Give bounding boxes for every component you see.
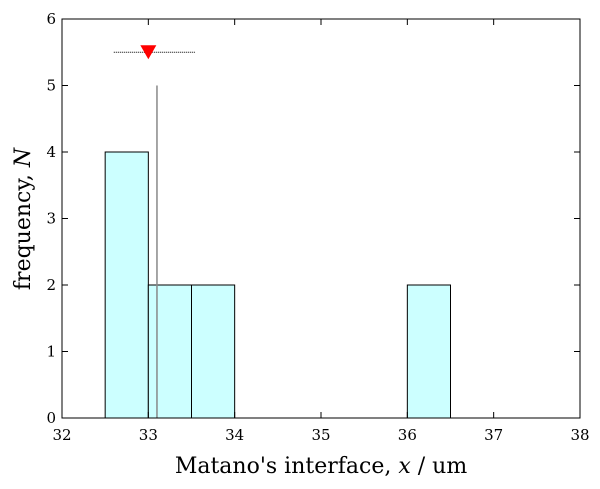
histogram-bar-2 — [191, 284, 236, 419]
y-tick-label: 0 — [46, 409, 56, 427]
y-axis-title: frequency, N — [11, 147, 36, 290]
y-tick-labels: 0 1 2 3 4 5 6 — [46, 10, 56, 427]
x-tick-label: 33 — [139, 426, 158, 444]
x-tick-label: 38 — [570, 426, 589, 444]
x-axis-title: Matano's interface, x / um — [175, 454, 468, 479]
x-tick-label: 32 — [52, 426, 71, 444]
x-tick-label: 37 — [484, 426, 503, 444]
x-tick-label: 34 — [225, 426, 244, 444]
histogram-bar-1 — [147, 284, 192, 419]
y-tick-label: 3 — [46, 210, 56, 228]
y-tick-label: 4 — [46, 143, 56, 161]
y-tick-label: 5 — [46, 77, 56, 95]
x-tick-label: 35 — [311, 426, 330, 444]
mean-marker — [140, 45, 157, 60]
histogram-bar-0 — [104, 151, 149, 419]
x-tick-label: 36 — [398, 426, 417, 444]
y-tick-label: 6 — [46, 10, 56, 28]
histogram-bars — [104, 151, 452, 419]
axis-ticks — [61, 18, 581, 419]
histogram-bar-3 — [406, 284, 452, 419]
x-tick-labels: 32 33 34 35 36 37 38 — [52, 426, 589, 444]
y-tick-label: 2 — [46, 276, 56, 294]
mean-marker-group — [113, 45, 196, 60]
y-tick-label: 1 — [46, 343, 56, 361]
